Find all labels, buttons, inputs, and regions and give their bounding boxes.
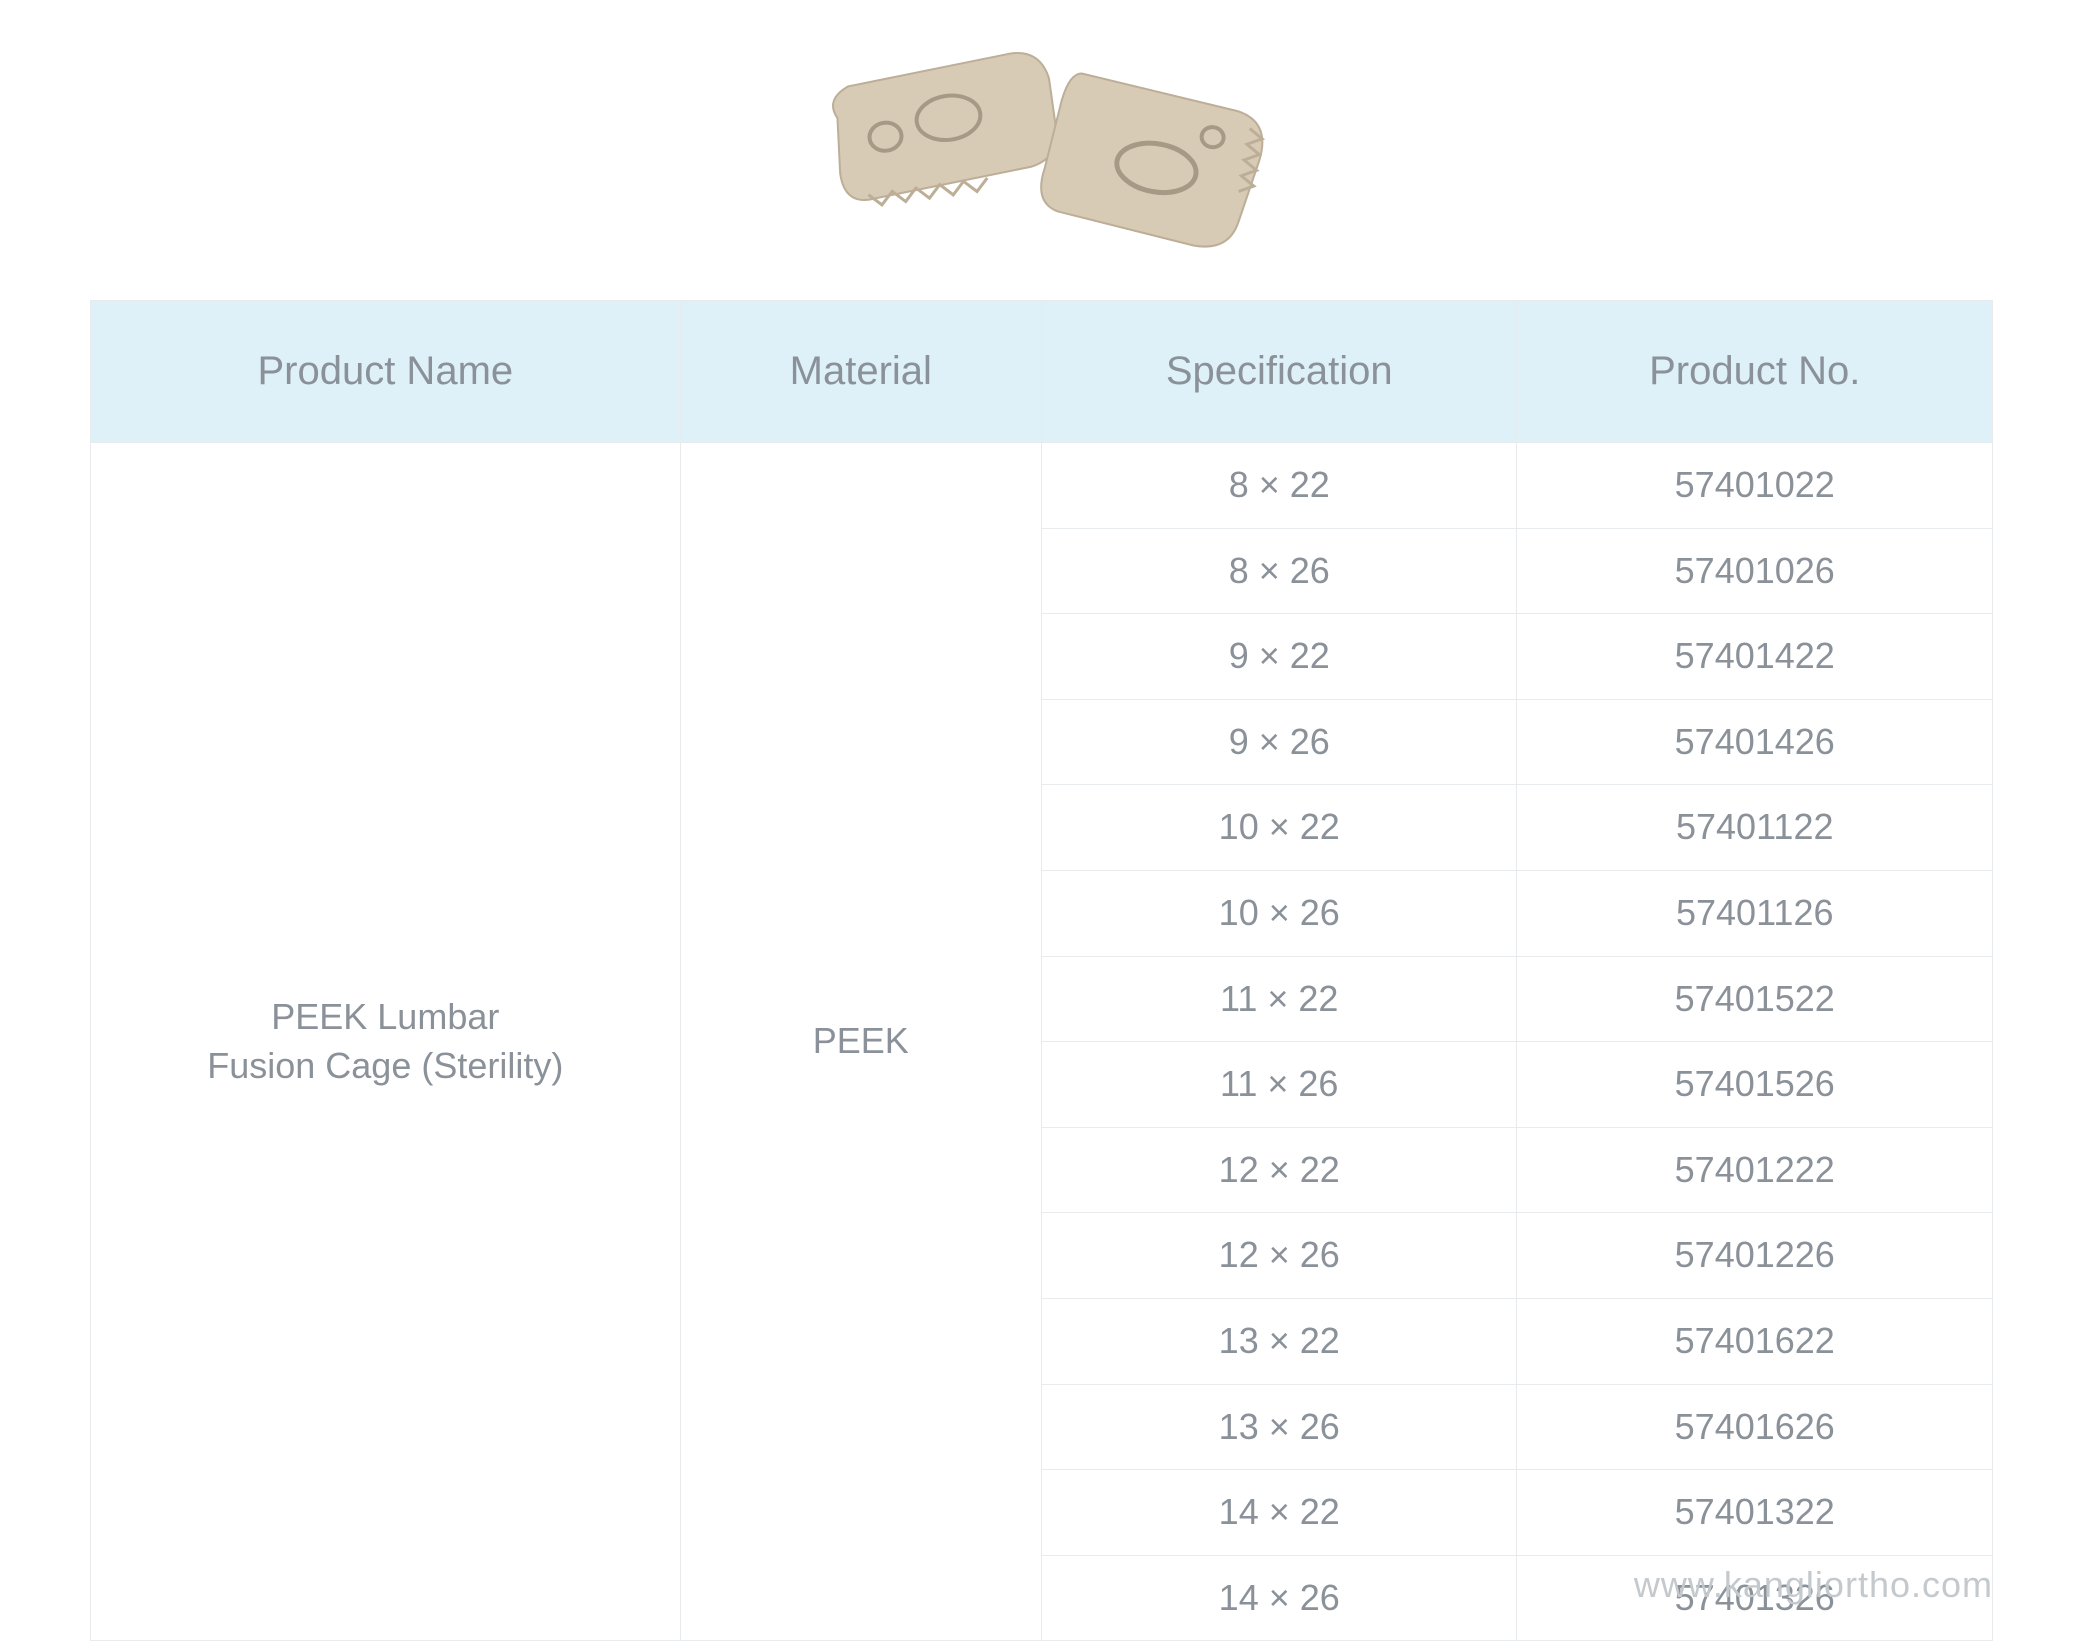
col-header-product-no: Product No. [1517, 301, 1993, 443]
cell-specification: 11 × 26 [1041, 1042, 1517, 1128]
cell-product-no: 57401222 [1517, 1127, 1993, 1213]
cell-product-no: 57401426 [1517, 699, 1993, 785]
cell-product-no: 57401526 [1517, 1042, 1993, 1128]
cell-specification: 8 × 26 [1041, 528, 1517, 614]
table-row: PEEK Lumbar Fusion Cage (Sterility)PEEK8… [91, 443, 1993, 529]
cell-specification: 8 × 22 [1041, 443, 1517, 529]
cell-product-no: 57401626 [1517, 1384, 1993, 1470]
cell-product-name: PEEK Lumbar Fusion Cage (Sterility) [91, 443, 681, 1641]
table-header-row: Product Name Material Specification Prod… [91, 301, 1993, 443]
cell-specification: 14 × 26 [1041, 1555, 1517, 1641]
cell-specification: 12 × 26 [1041, 1213, 1517, 1299]
cell-specification: 14 × 22 [1041, 1470, 1517, 1556]
cell-specification: 9 × 22 [1041, 614, 1517, 700]
cell-specification: 10 × 26 [1041, 870, 1517, 956]
col-header-specification: Specification [1041, 301, 1517, 443]
col-header-product-name: Product Name [91, 301, 681, 443]
product-illustration-icon [782, 40, 1302, 270]
table-body: PEEK Lumbar Fusion Cage (Sterility)PEEK8… [91, 443, 1993, 1641]
cell-specification: 10 × 22 [1041, 785, 1517, 871]
spec-table: Product Name Material Specification Prod… [90, 300, 1993, 1641]
cell-material: PEEK [680, 443, 1041, 1641]
cell-product-no: 57401226 [1517, 1213, 1993, 1299]
cell-specification: 9 × 26 [1041, 699, 1517, 785]
cell-product-no: 57401422 [1517, 614, 1993, 700]
cell-product-no: 57401522 [1517, 956, 1993, 1042]
cell-product-no: 57401126 [1517, 870, 1993, 956]
cell-specification: 11 × 22 [1041, 956, 1517, 1042]
cell-product-no: 57401022 [1517, 443, 1993, 529]
watermark-text: www.kangliortho.com [1634, 1564, 1993, 1606]
product-image [0, 0, 2083, 300]
cell-specification: 13 × 26 [1041, 1384, 1517, 1470]
spec-table-container: Product Name Material Specification Prod… [0, 300, 2083, 1641]
cell-product-no: 57401122 [1517, 785, 1993, 871]
cell-product-no: 57401622 [1517, 1298, 1993, 1384]
cell-specification: 12 × 22 [1041, 1127, 1517, 1213]
cell-specification: 13 × 22 [1041, 1298, 1517, 1384]
cell-product-no: 57401322 [1517, 1470, 1993, 1556]
cell-product-no: 57401026 [1517, 528, 1993, 614]
col-header-material: Material [680, 301, 1041, 443]
